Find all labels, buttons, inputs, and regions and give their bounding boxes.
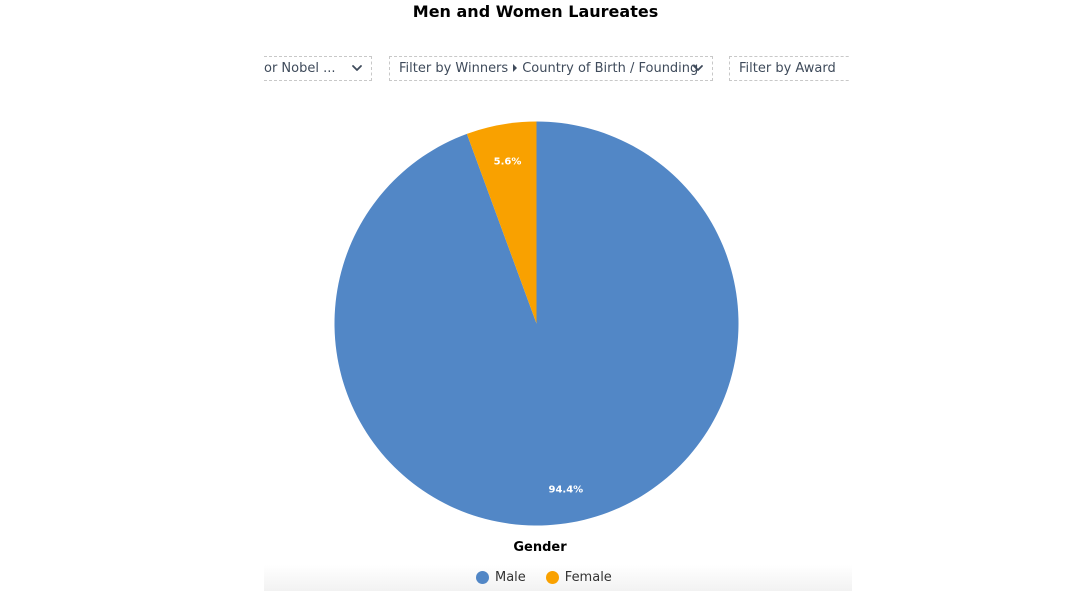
- legend-swatch-female: [545, 571, 559, 584]
- pie-slice-male[interactable]: [334, 121, 739, 526]
- pie-slice-female[interactable]: [466, 121, 537, 324]
- legend-swatch-male: [476, 571, 489, 584]
- filter-dropdown-nobel-label: or Nobel ...: [264, 61, 336, 76]
- data-label-female: 5.6%: [494, 156, 522, 167]
- filter-dropdown-award[interactable]: Filter by Award: [729, 56, 850, 81]
- chevron-down-icon: [352, 65, 362, 71]
- filter-dropdown-winners-label: Filter by Winners Country of Birth / Foun…: [390, 61, 698, 76]
- caret-right-icon: [513, 64, 518, 72]
- filter-dropdown-award-label: Filter by Award: [739, 61, 836, 76]
- filter-dropdown-nobel[interactable]: or Nobel ...: [264, 56, 372, 81]
- filter-country-text: Country of Birth / Founding: [522, 61, 699, 76]
- legend: Male Female: [476, 570, 632, 585]
- x-axis-label: Gender: [513, 540, 567, 555]
- filter-winners-text: Filter by Winners: [399, 61, 509, 76]
- data-label-male: 94.4%: [548, 485, 583, 496]
- legend-item-male[interactable]: Male: [476, 570, 526, 585]
- legend-label-female: Female: [564, 570, 612, 585]
- legend-item-female[interactable]: Female: [545, 570, 612, 585]
- legend-label-male: Male: [495, 570, 526, 585]
- chevron-down-icon: [693, 65, 703, 71]
- chart-title: Men and Women Laureates: [412, 2, 659, 21]
- filter-bar: or Nobel ... Filter by Winners Country of…: [264, 56, 850, 83]
- filter-dropdown-winners[interactable]: Filter by Winners Country of Birth / Foun…: [389, 56, 713, 81]
